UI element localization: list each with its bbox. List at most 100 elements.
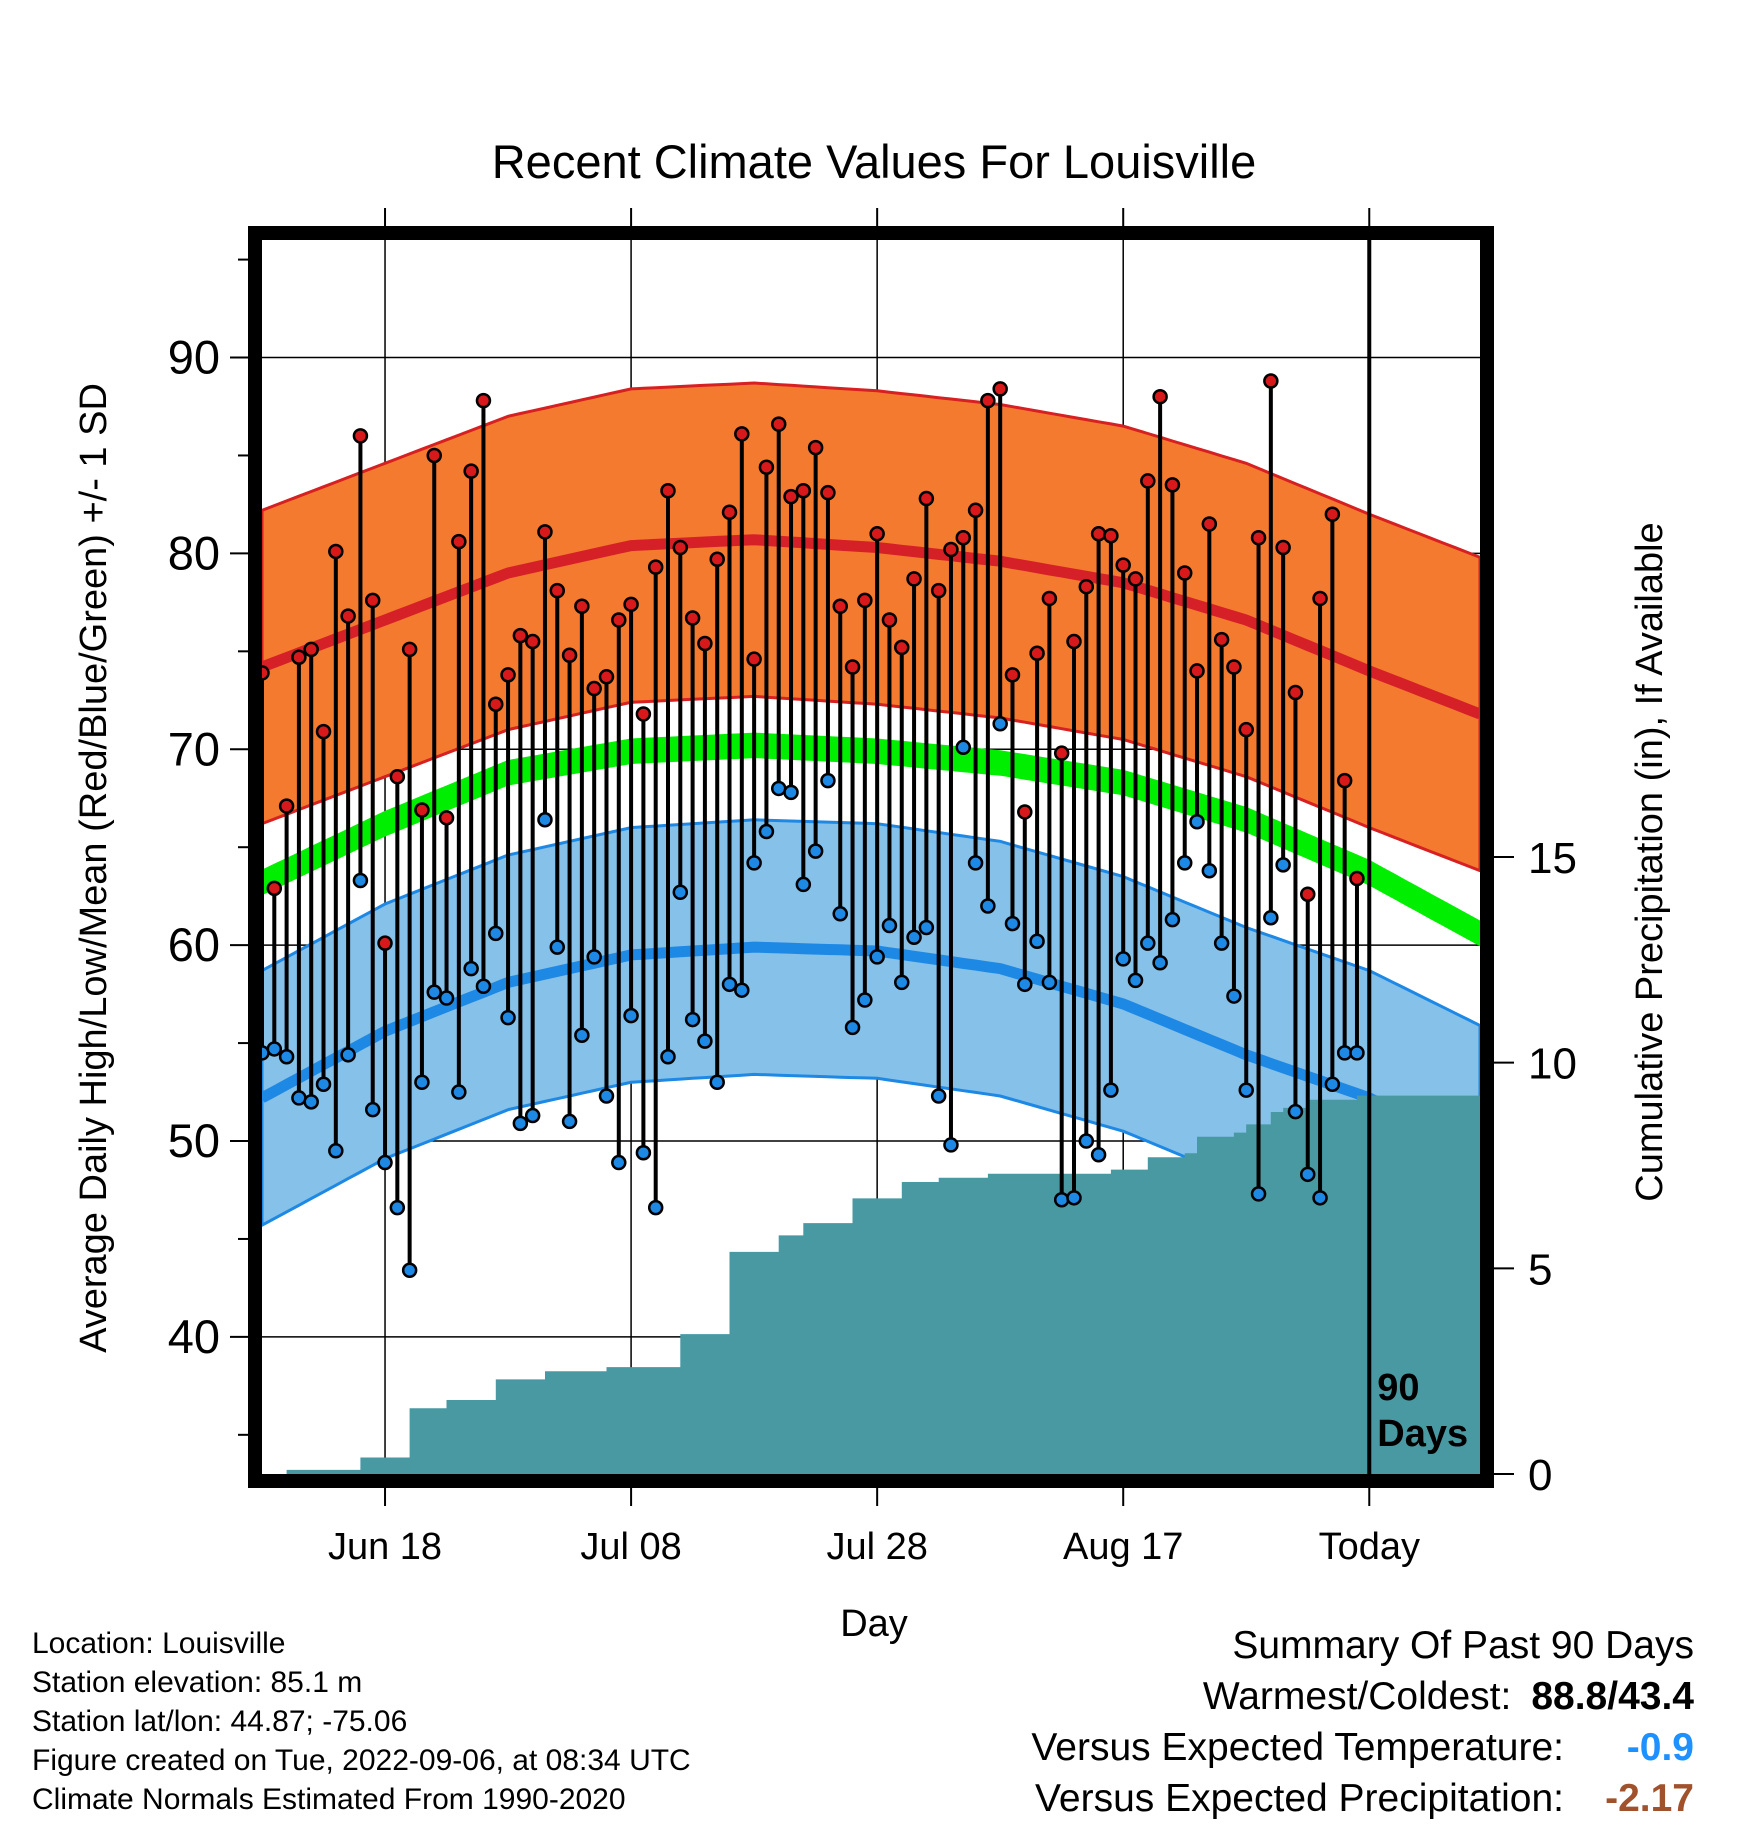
- y2-tick-label: 5: [1528, 1245, 1552, 1294]
- summary-heading: Summary Of Past 90 Days: [1232, 1624, 1694, 1667]
- high-point: [1226, 659, 1242, 675]
- high-point: [340, 608, 356, 624]
- summary-panel: Summary Of Past 90 Days Warmest/Coldest:…: [1031, 1620, 1694, 1824]
- high-point: [266, 880, 283, 897]
- low-point: [1213, 935, 1230, 951]
- low-point: [352, 872, 369, 889]
- warmest-coldest-row: Warmest/Coldest: 88.8/43.4: [1031, 1671, 1694, 1722]
- low-point: [340, 1047, 356, 1063]
- y2-tick-label: 0: [1528, 1451, 1552, 1500]
- high-point: [1152, 388, 1168, 405]
- low-point: [660, 1049, 676, 1065]
- low-point: [770, 780, 787, 797]
- normal-bands: [262, 381, 1480, 1282]
- low-point: [684, 1011, 701, 1028]
- high-point: [1213, 631, 1230, 648]
- high-point: [1115, 557, 1131, 573]
- low-point: [1349, 1045, 1365, 1061]
- y-tick-label: 50: [168, 1114, 220, 1167]
- low-point: [1078, 1133, 1095, 1149]
- high-point: [992, 381, 1008, 397]
- low-point: [869, 949, 885, 965]
- low-point: [463, 960, 479, 977]
- low-point: [475, 978, 492, 995]
- high-point: [820, 484, 836, 501]
- low-point: [1300, 1166, 1316, 1183]
- low-point: [943, 1137, 959, 1153]
- high-point: [734, 426, 750, 442]
- high-point: [1140, 473, 1156, 489]
- high-point: [1263, 373, 1279, 389]
- x-tick-label: Jun 18: [328, 1526, 442, 1568]
- high-point: [512, 627, 529, 644]
- low-point: [1324, 1076, 1341, 1092]
- low-point: [426, 984, 442, 1000]
- high-point: [1238, 721, 1254, 738]
- low-point: [561, 1113, 578, 1130]
- y-tick-label: 80: [168, 526, 220, 579]
- low-point: [980, 898, 996, 914]
- x-axis-label: Day: [840, 1603, 908, 1645]
- low-point: [303, 1094, 319, 1110]
- y2-tick-label: 15: [1528, 834, 1577, 883]
- station-info: Location: Louisville Station elevation: …: [32, 1624, 691, 1819]
- low-point: [1238, 1082, 1254, 1098]
- created-text: Figure created on Tue, 2022-09-06, at 08…: [32, 1744, 691, 1777]
- marker-label: Days: [1377, 1413, 1468, 1455]
- high-point: [1090, 526, 1107, 542]
- normals-text: Climate Normals Estimated From 1990-2020: [32, 1783, 626, 1816]
- high-point: [1275, 539, 1291, 556]
- low-point: [438, 990, 455, 1006]
- high-point: [1300, 886, 1316, 902]
- low-point: [500, 1009, 516, 1026]
- high-point: [488, 696, 504, 712]
- low-point: [1263, 909, 1279, 926]
- temp-row: Versus Expected Temperature: -0.9: [1031, 1722, 1694, 1773]
- low-point: [783, 784, 799, 801]
- y2-axis-label: Cumulative Precipitation (in), If Availa…: [1629, 522, 1671, 1201]
- elevation-text: Station elevation: 85.1 m: [32, 1666, 363, 1699]
- high-point: [549, 582, 566, 599]
- high-point: [869, 526, 885, 542]
- high-point: [795, 482, 812, 499]
- low-point: [734, 982, 750, 998]
- high-point: [315, 723, 332, 740]
- latlon-text: Station lat/lon: 44.87; -75.06: [32, 1705, 408, 1738]
- high-point: [1017, 804, 1033, 820]
- high-point: [1029, 645, 1045, 662]
- normal-high-line: [262, 534, 1480, 720]
- low-point: [1115, 951, 1131, 967]
- low-point: [746, 855, 762, 871]
- high-point: [278, 798, 295, 814]
- low-point: [1140, 935, 1156, 951]
- high-point: [574, 598, 590, 615]
- low-point: [955, 739, 972, 756]
- low-point: [647, 1199, 664, 1216]
- high-point: [377, 935, 393, 951]
- high-point: [1164, 477, 1181, 493]
- low-point: [278, 1049, 295, 1065]
- low-point: [611, 1154, 627, 1171]
- high-point: [364, 592, 381, 609]
- low-point: [820, 772, 836, 789]
- low-point: [672, 884, 689, 901]
- location-text: Location: Louisville: [32, 1627, 286, 1660]
- high-point: [352, 428, 369, 444]
- high-point: [561, 647, 578, 664]
- high-point: [1201, 516, 1218, 532]
- high-point: [401, 641, 418, 658]
- low-sd-band: [262, 818, 1480, 1282]
- high-point: [598, 669, 615, 685]
- low-point: [967, 855, 984, 871]
- y-tick-label: 40: [168, 1310, 220, 1363]
- high-point: [1312, 590, 1328, 607]
- x-tick-label: Jul 28: [826, 1526, 927, 1568]
- high-point: [770, 416, 787, 432]
- low-point: [315, 1076, 332, 1092]
- x-tick-label: Aug 17: [1063, 1526, 1183, 1568]
- low-point: [758, 823, 775, 840]
- low-point: [549, 939, 566, 955]
- temp-label: Versus Expected Temperature:: [1031, 1726, 1564, 1769]
- precip-row: Versus Expected Precipitation: -2.17: [1031, 1773, 1694, 1824]
